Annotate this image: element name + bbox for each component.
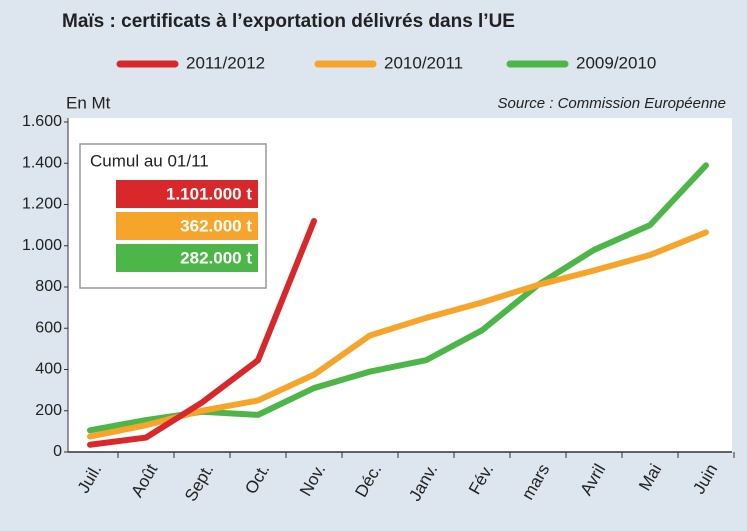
annotation-title: Cumul au 01/11 xyxy=(90,151,209,170)
legend-label: 2011/2012 xyxy=(186,53,265,72)
chart-title: Maïs : certificats à l’exportation déliv… xyxy=(62,11,515,32)
legend-label: 2010/2011 xyxy=(384,53,463,72)
x-tick-label: Janv. xyxy=(405,461,441,505)
line-series xyxy=(87,218,317,448)
x-tick-label: mars xyxy=(518,461,553,503)
y-tick-label: 800 xyxy=(35,278,62,295)
legend-label: 2009/2010 xyxy=(576,53,656,72)
annotation-label: 362.000 t xyxy=(180,216,252,235)
y-tick-label: 400 xyxy=(35,361,62,378)
x-tick-label: Fév. xyxy=(465,461,497,498)
x-tick-label: Avril xyxy=(577,461,610,499)
source: Source : Commission Européenne xyxy=(498,95,726,112)
y-tick-label: 600 xyxy=(35,319,62,336)
y-axis-label: En Mt xyxy=(66,93,111,112)
annotation-swatch xyxy=(116,244,258,272)
y-tick-label: 1.000 xyxy=(22,237,62,254)
y-tick-label: 0 xyxy=(53,443,62,460)
y-tick-label: 200 xyxy=(35,402,62,419)
x-tick-label: Juil. xyxy=(74,461,106,497)
x-tick-label: Juin xyxy=(689,461,721,498)
annotation-swatch xyxy=(116,212,258,240)
x-tick-label: Déc. xyxy=(351,461,385,501)
x-tick-label: Mai xyxy=(635,461,665,494)
x-tick-label: Sept. xyxy=(181,461,217,505)
annotation-label: 1.101.000 t xyxy=(166,184,252,203)
y-tick-label: 1.400 xyxy=(22,154,62,171)
y-tick-label: 1.200 xyxy=(22,196,62,213)
y-tick-label: 1.600 xyxy=(22,113,62,130)
x-tick-label: Août xyxy=(127,461,161,501)
annotation-swatch xyxy=(116,180,258,208)
x-tick-label: Nov. xyxy=(296,461,329,500)
x-tick-label: Oct. xyxy=(241,461,273,497)
line-series xyxy=(87,229,709,440)
annotation-label: 282.000 t xyxy=(180,248,252,267)
